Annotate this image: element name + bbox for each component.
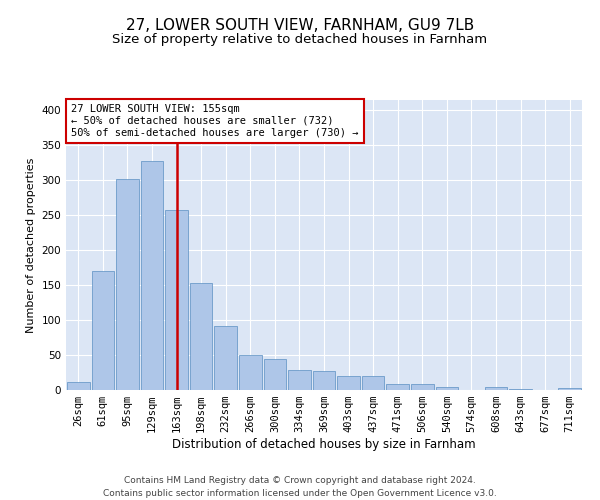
Text: Contains HM Land Registry data © Crown copyright and database right 2024.
Contai: Contains HM Land Registry data © Crown c… xyxy=(103,476,497,498)
Bar xyxy=(140,161,163,390)
Bar xyxy=(239,355,262,390)
Bar xyxy=(92,271,114,390)
Bar xyxy=(214,326,237,390)
Text: 27 LOWER SOUTH VIEW: 155sqm
← 50% of detached houses are smaller (732)
50% of se: 27 LOWER SOUTH VIEW: 155sqm ← 50% of det… xyxy=(71,104,359,138)
Bar xyxy=(116,179,139,390)
Bar xyxy=(485,387,508,390)
Bar xyxy=(411,384,434,390)
X-axis label: Distribution of detached houses by size in Farnham: Distribution of detached houses by size … xyxy=(172,438,476,451)
Y-axis label: Number of detached properties: Number of detached properties xyxy=(26,158,36,332)
Bar xyxy=(263,360,286,390)
Bar xyxy=(362,376,385,390)
Bar xyxy=(165,210,188,390)
Bar xyxy=(67,382,89,390)
Bar xyxy=(436,387,458,390)
Bar xyxy=(288,370,311,390)
Text: Size of property relative to detached houses in Farnham: Size of property relative to detached ho… xyxy=(112,32,488,46)
Bar xyxy=(386,384,409,390)
Text: 27, LOWER SOUTH VIEW, FARNHAM, GU9 7LB: 27, LOWER SOUTH VIEW, FARNHAM, GU9 7LB xyxy=(126,18,474,32)
Bar xyxy=(337,376,360,390)
Bar xyxy=(190,283,212,390)
Bar xyxy=(559,388,581,390)
Bar xyxy=(313,371,335,390)
